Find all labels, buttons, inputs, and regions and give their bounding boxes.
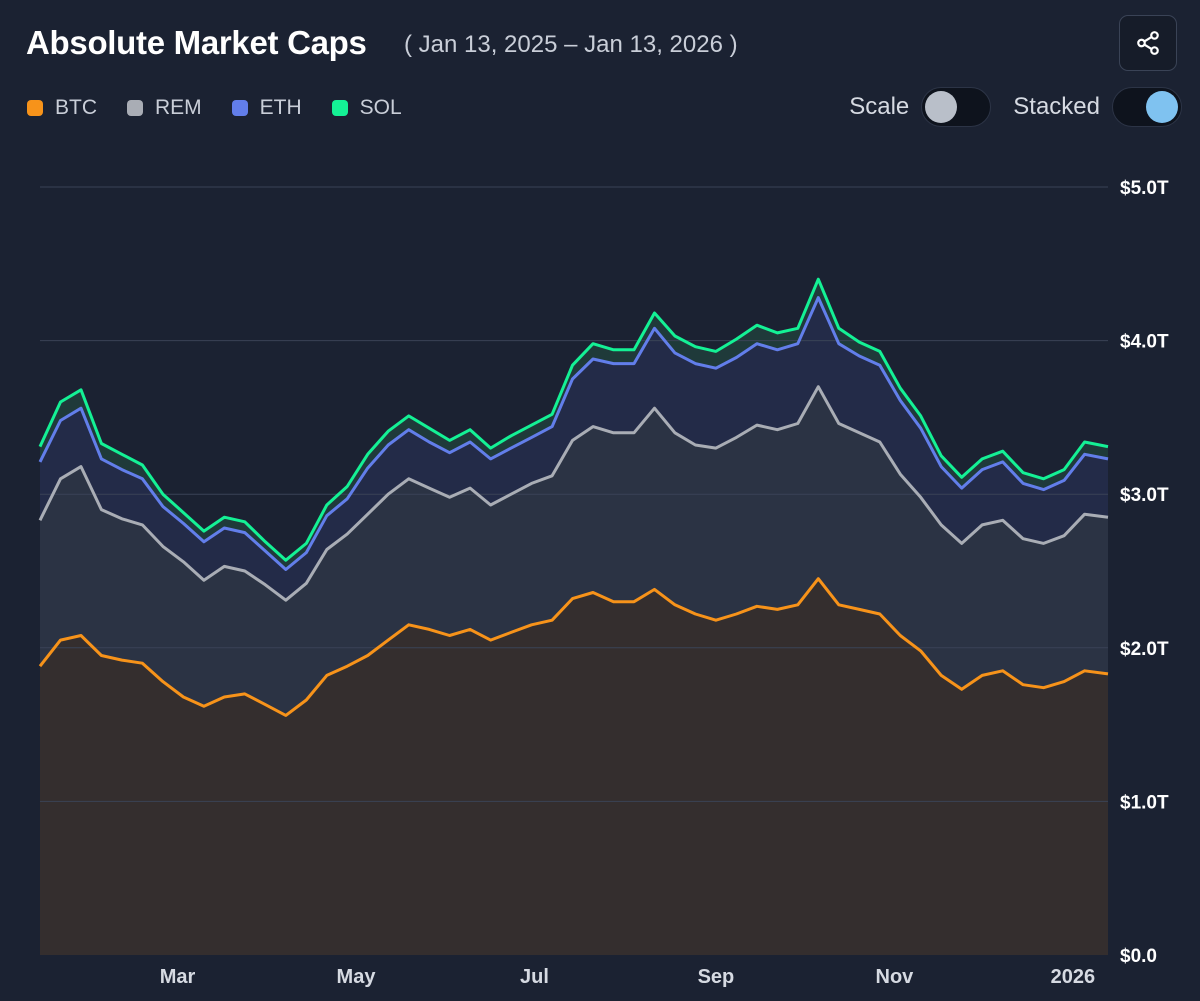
y-tick-label: $2.0T [1120,639,1169,660]
legend: BTC REM ETH SOL [27,96,402,120]
area-eth [40,297,1108,601]
legend-label: BTC [55,96,97,119]
share-button[interactable] [1119,15,1177,71]
area-rem [40,386,1108,716]
legend-swatch-rem [127,100,143,116]
legend-item-btc[interactable]: BTC [27,96,97,120]
y-tick-label: $3.0T [1120,485,1169,506]
x-tick-label: Jul [520,966,549,988]
series-line-rem [38,385,1109,602]
page-title: Absolute Market Caps [26,24,367,61]
toggle-knob [925,91,958,123]
legend-label: SOL [359,96,402,119]
x-tick-label: Sep [698,966,735,988]
legend-swatch-sol [331,100,348,116]
area-btc [40,578,1108,955]
scale-label: Scale [849,93,910,120]
series-line-btc [38,577,1109,717]
scale-control: Scale [849,87,992,127]
legend-label: ETH [259,96,302,119]
y-tick-label: $5.0T [1120,178,1169,199]
legend-item-eth[interactable]: ETH [231,96,302,120]
legend-item-sol[interactable]: SOL [331,96,402,120]
y-tick-label: $4.0T [1120,332,1169,353]
date-range: ( Jan 13, 2025 – Jan 13, 2026 ) [404,31,738,58]
stacked-label: Stacked [1013,93,1100,120]
x-tick-label: 2026 [1051,966,1096,988]
chart-controls: Scale Stacked [849,87,1182,127]
share-icon [1137,31,1159,55]
stacked-toggle[interactable] [1112,87,1182,127]
legend-label: REM [155,96,202,119]
toggle-knob [1146,91,1178,123]
x-tick-label: May [337,966,377,988]
legend-swatch-eth [231,100,248,116]
series-line-sol [38,277,1109,562]
x-tick-label: Nov [876,966,915,988]
y-tick-label: $0.0 [1120,946,1157,967]
series-line-eth [38,296,1109,571]
y-tick-label: $1.0T [1120,792,1169,813]
stacked-control: Stacked [1013,87,1182,127]
legend-item-rem[interactable]: REM [127,96,202,120]
legend-swatch-btc [27,100,43,116]
x-tick-label: Mar [160,966,196,988]
scale-toggle[interactable] [921,87,992,127]
